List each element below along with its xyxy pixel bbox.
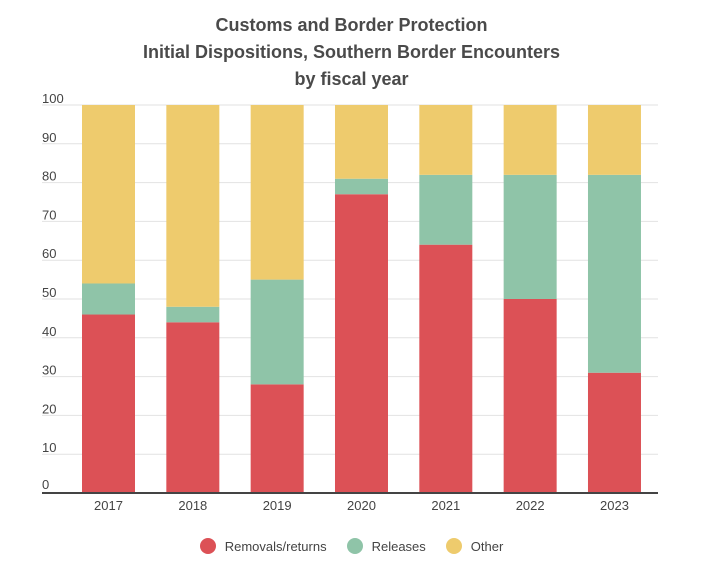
y-tick-label: 100 <box>42 91 64 106</box>
legend-swatch-releases <box>346 538 363 554</box>
stacked-bar-chart: 0 10 20 30 40 50 60 70 80 90 100 2017 2018 2019 2020 20… <box>42 91 658 513</box>
bar-segment-releases-2019 <box>250 279 304 385</box>
chart-title-line-3: by fiscal year <box>294 69 409 89</box>
bar-segment-removals-returns-2023 <box>587 372 641 493</box>
y-tick-label: 50 <box>42 285 56 300</box>
legend-label-releases: Releases <box>371 538 426 554</box>
bar-segment-releases-2021 <box>419 174 473 245</box>
bar-segment-other-2019 <box>250 105 304 280</box>
bar-segment-removals-returns-2017 <box>82 314 135 493</box>
x-tick-label: 2017 <box>94 498 123 513</box>
legend-label-removals: Removals/returns <box>224 538 327 554</box>
legend-swatch-removals <box>199 538 216 554</box>
y-tick-label: 90 <box>42 130 56 145</box>
chart-legend: Removals/returns Releases Other <box>0 538 703 554</box>
x-tick-label: 2021 <box>431 498 460 513</box>
bar-segment-other-2018 <box>166 105 220 307</box>
chart-title-line-1: Customs and Border Protection <box>215 15 488 35</box>
y-tick-label: 30 <box>42 363 56 378</box>
bar-segment-removals-returns-2021 <box>419 244 473 493</box>
bar-segment-removals-returns-2018 <box>166 322 220 493</box>
x-tick-label: 2020 <box>347 498 376 513</box>
y-tick-label: 70 <box>42 207 56 222</box>
y-tick-label: 20 <box>42 401 56 416</box>
bar-segment-other-2023 <box>587 105 641 175</box>
bar-segment-releases-2022 <box>503 174 557 299</box>
legend-item-other: Other <box>445 538 504 554</box>
bar-segment-releases-2018 <box>166 306 220 323</box>
y-tick-label: 0 <box>42 477 49 492</box>
legend-item-removals: Removals/returns <box>199 538 327 554</box>
bar-segment-other-2020 <box>334 105 388 179</box>
x-tick-label: 2018 <box>178 498 207 513</box>
bar-segment-other-2017 <box>82 105 135 284</box>
bar-segment-removals-returns-2019 <box>250 384 304 493</box>
bar-segment-other-2022 <box>503 105 557 175</box>
bar-segment-releases-2023 <box>587 174 641 373</box>
legend-item-releases: Releases <box>346 538 426 554</box>
bar-segment-removals-returns-2022 <box>503 299 557 493</box>
y-tick-label: 60 <box>42 246 56 261</box>
x-tick-label: 2022 <box>516 498 545 513</box>
y-tick-label: 40 <box>42 324 56 339</box>
x-tick-label: 2019 <box>263 498 292 513</box>
bar-segment-other-2021 <box>419 105 473 175</box>
chart-title: Customs and Border Protection Initial Di… <box>0 12 703 93</box>
bar-segment-removals-returns-2020 <box>334 194 388 494</box>
x-tick-label: 2023 <box>600 498 629 513</box>
legend-label-other: Other <box>470 538 504 554</box>
bar-segment-releases-2017 <box>82 283 135 315</box>
bar-segment-releases-2020 <box>334 178 388 195</box>
chart-title-line-2: Initial Dispositions, Southern Border En… <box>142 42 561 62</box>
legend-swatch-other <box>445 538 462 554</box>
y-tick-label: 10 <box>42 440 56 455</box>
y-tick-label: 80 <box>42 169 56 184</box>
